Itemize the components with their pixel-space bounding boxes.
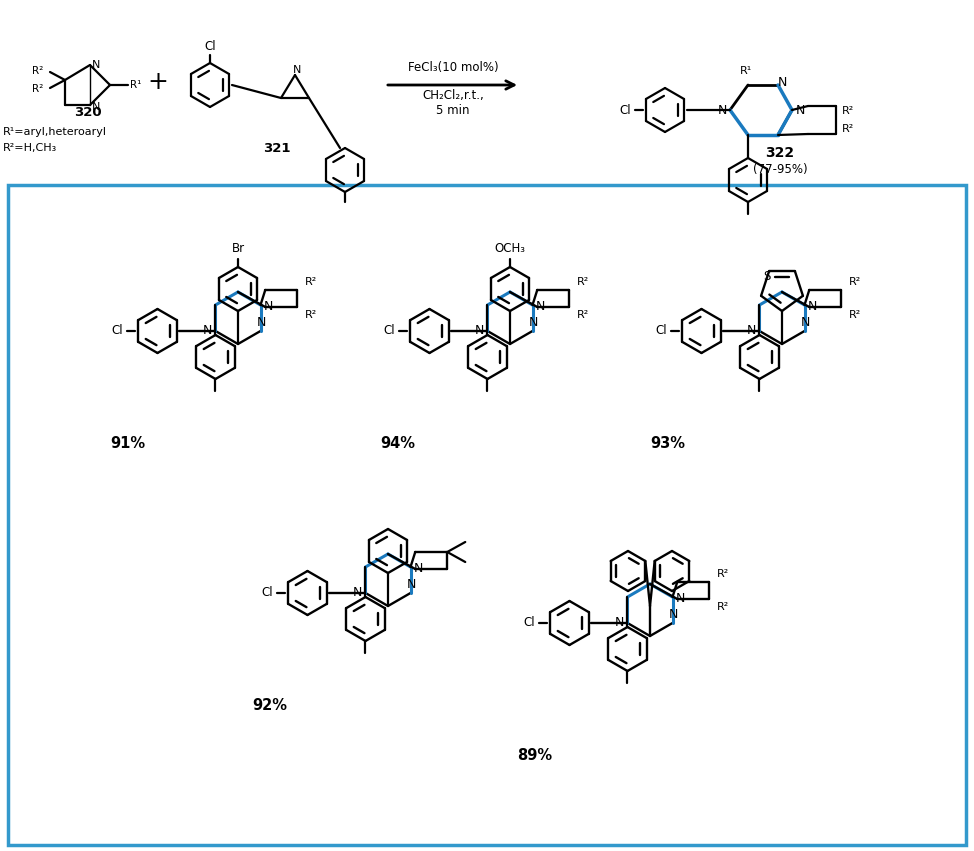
Text: Cl: Cl bbox=[112, 324, 124, 338]
Text: R²: R² bbox=[717, 602, 730, 612]
Text: R¹: R¹ bbox=[131, 80, 141, 90]
Text: 93%: 93% bbox=[651, 436, 686, 450]
Text: R²: R² bbox=[842, 124, 854, 134]
Text: N: N bbox=[92, 102, 100, 112]
Text: N: N bbox=[807, 300, 817, 313]
Text: S: S bbox=[764, 270, 770, 283]
Text: N: N bbox=[536, 300, 545, 313]
Text: R²: R² bbox=[578, 310, 589, 320]
Text: N: N bbox=[801, 317, 810, 329]
Text: N: N bbox=[92, 60, 100, 70]
Text: N: N bbox=[353, 586, 362, 599]
Text: N: N bbox=[796, 104, 805, 117]
Text: 320: 320 bbox=[74, 106, 102, 119]
Text: R¹: R¹ bbox=[740, 66, 752, 76]
Text: FeCl₃(10 mol%): FeCl₃(10 mol%) bbox=[408, 60, 499, 73]
Text: R²: R² bbox=[842, 106, 854, 116]
Text: 91%: 91% bbox=[110, 436, 145, 450]
FancyBboxPatch shape bbox=[8, 185, 966, 845]
Text: CH₂Cl₂,r.t.,: CH₂Cl₂,r.t., bbox=[422, 89, 484, 101]
Text: R²=H,CH₃: R²=H,CH₃ bbox=[3, 143, 57, 153]
Text: R²: R² bbox=[578, 277, 589, 287]
Text: R²: R² bbox=[717, 569, 730, 579]
Text: 89%: 89% bbox=[517, 747, 552, 762]
Text: 5 min: 5 min bbox=[436, 104, 469, 117]
Text: OCH₃: OCH₃ bbox=[495, 243, 526, 255]
Text: N: N bbox=[203, 324, 212, 338]
Text: R²: R² bbox=[849, 277, 861, 287]
Text: N: N bbox=[407, 579, 416, 591]
Text: Cl: Cl bbox=[524, 616, 536, 630]
Text: 92%: 92% bbox=[252, 698, 287, 712]
Text: Cl: Cl bbox=[619, 104, 631, 117]
Text: 94%: 94% bbox=[381, 436, 416, 450]
Text: N: N bbox=[529, 317, 539, 329]
Text: N: N bbox=[669, 608, 678, 621]
Text: R¹=aryl,heteroaryl: R¹=aryl,heteroaryl bbox=[3, 127, 107, 137]
Text: N: N bbox=[777, 77, 787, 89]
Text: Cl: Cl bbox=[384, 324, 395, 338]
Text: N: N bbox=[414, 563, 424, 575]
Text: R²: R² bbox=[32, 84, 43, 94]
Text: R²: R² bbox=[849, 310, 861, 320]
Text: N: N bbox=[747, 324, 756, 338]
Text: Cl: Cl bbox=[262, 586, 274, 599]
Text: Cl: Cl bbox=[205, 41, 216, 54]
Text: Br: Br bbox=[232, 243, 244, 255]
Text: R²: R² bbox=[305, 310, 318, 320]
Text: N: N bbox=[293, 65, 301, 75]
Text: R²: R² bbox=[32, 66, 43, 76]
Text: N: N bbox=[257, 317, 266, 329]
Text: R²: R² bbox=[305, 277, 318, 287]
Text: 322: 322 bbox=[766, 146, 795, 160]
Text: (77-95%): (77-95%) bbox=[753, 163, 807, 176]
Text: N: N bbox=[615, 616, 624, 630]
Text: N: N bbox=[264, 300, 273, 313]
Text: N: N bbox=[474, 324, 484, 338]
Text: Cl: Cl bbox=[656, 324, 667, 338]
Text: +: + bbox=[148, 70, 169, 94]
Text: N: N bbox=[676, 592, 685, 606]
Text: N: N bbox=[717, 104, 727, 117]
Text: 321: 321 bbox=[263, 141, 291, 155]
